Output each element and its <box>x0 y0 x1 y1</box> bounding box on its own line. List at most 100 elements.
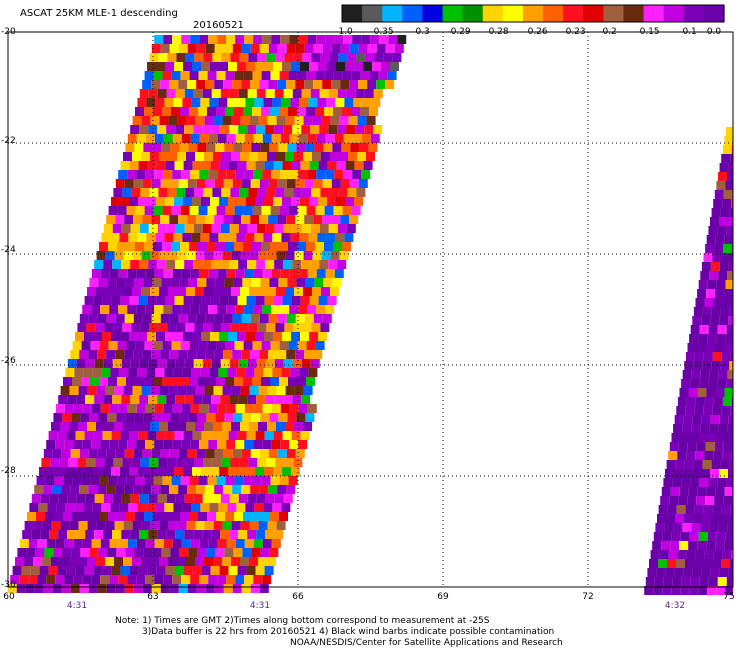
data-cell <box>155 233 165 242</box>
data-cell <box>288 377 297 386</box>
data-cell <box>284 458 294 467</box>
colorbar-swatch <box>482 5 504 22</box>
data-cell <box>65 368 75 377</box>
data-cell <box>199 170 209 179</box>
data-cell <box>219 431 229 440</box>
data-cell <box>674 415 684 424</box>
data-cell <box>82 440 92 449</box>
data-cell <box>214 485 224 494</box>
data-cell <box>291 467 300 476</box>
data-cell <box>671 586 681 595</box>
data-cell <box>193 395 203 404</box>
data-cell <box>677 397 687 406</box>
data-cell <box>312 116 322 125</box>
data-cell <box>227 233 237 242</box>
data-cell <box>163 575 173 584</box>
data-cell <box>154 134 164 143</box>
data-cell <box>325 134 335 143</box>
data-cell <box>313 314 323 323</box>
data-cell <box>201 161 211 170</box>
data-cell <box>128 503 138 512</box>
data-cell <box>140 188 150 197</box>
data-cell <box>272 233 282 242</box>
data-cell <box>184 125 194 134</box>
data-cell <box>177 152 186 161</box>
data-cell <box>327 296 337 305</box>
data-cell <box>701 316 711 325</box>
data-cell <box>699 379 709 388</box>
data-cell <box>667 505 677 514</box>
data-cell <box>157 125 167 134</box>
data-cell <box>168 386 178 395</box>
data-cell <box>675 514 684 523</box>
data-cell <box>189 107 198 116</box>
data-cell <box>115 485 125 494</box>
data-cell <box>49 494 59 503</box>
data-cell <box>270 341 280 350</box>
data-cell <box>296 413 306 422</box>
data-cell <box>310 224 320 233</box>
data-cell <box>58 494 68 503</box>
data-cell <box>169 350 179 359</box>
data-cell <box>138 431 148 440</box>
data-cell <box>189 242 198 251</box>
data-cell <box>90 512 99 521</box>
data-cell <box>166 260 176 269</box>
data-cell <box>132 557 141 566</box>
data-cell <box>282 296 292 305</box>
data-cell <box>70 449 80 458</box>
data-cell <box>136 404 146 413</box>
data-cell <box>216 512 225 521</box>
data-cell <box>178 449 188 458</box>
data-cell <box>705 244 715 253</box>
data-cell <box>73 539 83 548</box>
data-cell <box>164 368 174 377</box>
data-cell <box>731 550 734 559</box>
data-cell <box>175 224 185 233</box>
data-cell <box>687 496 697 505</box>
data-cell <box>271 539 281 548</box>
data-cell <box>205 215 215 224</box>
data-cell <box>83 368 93 377</box>
data-swaths <box>7 35 734 595</box>
data-cell <box>297 242 306 251</box>
data-cell <box>162 377 171 386</box>
data-cell <box>216 71 226 80</box>
data-cell <box>726 379 734 388</box>
data-cell <box>236 233 246 242</box>
data-cell <box>724 388 734 397</box>
data-cell <box>716 532 726 541</box>
data-cell <box>685 559 694 568</box>
data-cell <box>203 458 213 467</box>
data-cell <box>267 386 277 395</box>
data-cell <box>165 197 174 206</box>
data-cell <box>72 341 82 350</box>
data-cell <box>690 577 700 586</box>
data-cell <box>125 278 135 287</box>
data-cell <box>129 566 139 575</box>
data-cell <box>71 548 81 557</box>
data-cell <box>253 305 263 314</box>
data-cell <box>706 235 716 244</box>
data-cell <box>294 386 304 395</box>
data-cell <box>169 584 179 593</box>
data-cell <box>720 208 730 217</box>
data-cell <box>694 559 703 568</box>
data-cell <box>231 557 240 566</box>
data-cell <box>144 206 154 215</box>
data-cell <box>186 287 195 296</box>
data-cell <box>267 251 277 260</box>
data-cell <box>225 107 234 116</box>
data-cell <box>342 71 352 80</box>
data-cell <box>108 206 118 215</box>
data-cell <box>235 134 245 143</box>
data-cell <box>349 215 359 224</box>
data-cell <box>106 215 116 224</box>
data-cell <box>127 575 137 584</box>
data-cell <box>181 35 191 44</box>
data-cell <box>693 307 703 316</box>
data-cell <box>220 494 230 503</box>
data-cell <box>198 476 208 485</box>
data-cell <box>206 143 216 152</box>
data-cell <box>349 44 359 53</box>
